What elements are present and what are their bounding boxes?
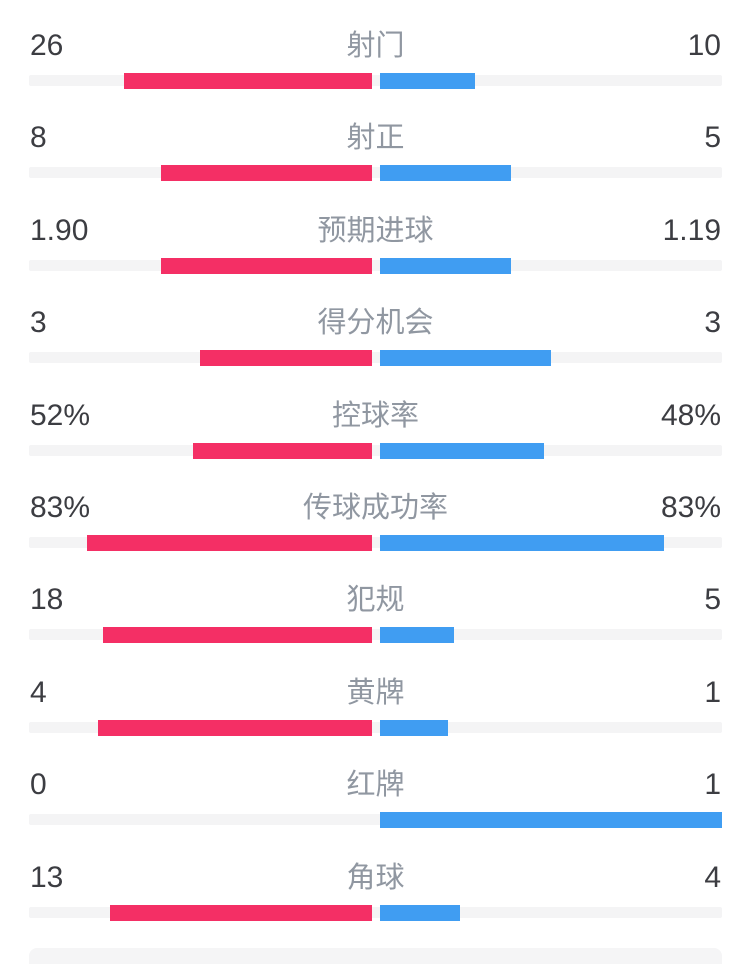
home-value: 13 [30, 860, 64, 894]
stat-row-fouls: 18 犯规 5 [29, 556, 722, 648]
stat-row-possession: 52% 控球率 48% [29, 372, 722, 464]
bar-track [29, 721, 722, 733]
bar-track [29, 167, 722, 179]
away-value: 1 [704, 768, 721, 802]
bar-track [29, 352, 722, 364]
home-bar [87, 534, 372, 551]
home-bar [160, 257, 372, 274]
stat-labels: 52% 控球率 48% [29, 398, 722, 434]
stat-label: 角球 [346, 861, 405, 894]
stat-label: 射正 [346, 122, 405, 155]
away-bar [379, 719, 448, 736]
stat-bars [29, 812, 722, 829]
stat-label: 得分机会 [317, 307, 434, 340]
home-value: 1.90 [30, 213, 89, 247]
stat-bars [29, 719, 722, 736]
home-value: 52% [30, 398, 91, 432]
home-bar [97, 719, 372, 736]
home-bar [124, 73, 372, 89]
away-value: 5 [704, 583, 721, 617]
stat-row-pass-accuracy: 83% 传球成功率 83% [29, 464, 722, 556]
away-bar [379, 73, 475, 89]
bar-track [29, 444, 722, 456]
stat-label: 黄牌 [346, 676, 405, 709]
bar-track [29, 536, 722, 548]
stat-label: 射门 [346, 30, 405, 62]
match-stats-panel: 26 射门 10 8 射正 5 1.90 预期进球 1.19 [29, 2, 722, 926]
home-bar [160, 165, 372, 182]
away-bar [379, 812, 722, 829]
home-bar [193, 442, 372, 459]
home-bar [109, 904, 372, 921]
stat-labels: 4 黄牌 1 [29, 675, 722, 711]
away-value: 1 [704, 675, 721, 709]
stat-label: 犯规 [346, 584, 405, 617]
stat-label: 红牌 [346, 769, 405, 802]
away-value: 4 [704, 860, 721, 894]
home-value: 0 [30, 768, 47, 802]
away-bar [379, 904, 461, 921]
stat-label: 预期进球 [317, 214, 434, 247]
stat-label: 传球成功率 [302, 491, 449, 524]
home-value: 26 [30, 29, 64, 62]
home-value: 18 [30, 583, 64, 617]
away-bar [379, 534, 664, 551]
away-bar [379, 165, 512, 182]
stat-labels: 26 射门 10 [29, 28, 722, 64]
stat-labels: 83% 传球成功率 83% [29, 490, 722, 526]
stat-bars [29, 165, 722, 182]
stat-row-corners: 13 角球 4 [29, 834, 722, 926]
stat-row-expected-goals: 1.90 预期进球 1.19 [29, 187, 722, 279]
stat-labels: 1.90 预期进球 1.19 [29, 213, 722, 249]
home-bar [103, 627, 372, 644]
stat-bars [29, 257, 722, 274]
away-bar [379, 350, 551, 367]
next-section-top-edge [29, 948, 722, 964]
away-bar [379, 442, 544, 459]
stat-bars [29, 534, 722, 551]
stat-labels: 0 红牌 1 [29, 767, 722, 803]
away-value: 3 [704, 306, 721, 340]
bar-track [29, 259, 722, 271]
away-value: 5 [704, 121, 721, 155]
away-value: 10 [687, 29, 721, 62]
stat-row-shots-on-target: 8 射正 5 [29, 94, 722, 186]
bar-track [29, 629, 722, 641]
bar-track [29, 75, 722, 86]
away-bar [379, 257, 512, 274]
away-bar [379, 627, 454, 644]
away-value: 1.19 [662, 213, 721, 247]
stat-label: 控球率 [331, 399, 420, 432]
stat-labels: 8 射正 5 [29, 120, 722, 156]
stat-row-red-cards: 0 红牌 1 [29, 741, 722, 833]
stat-row-big-chances: 3 得分机会 3 [29, 279, 722, 371]
stat-labels: 18 犯规 5 [29, 582, 722, 618]
stat-bars [29, 73, 722, 89]
home-value: 3 [30, 306, 47, 340]
stat-bars [29, 442, 722, 459]
bar-track [29, 906, 722, 918]
stat-bars [29, 904, 722, 921]
stat-bars [29, 350, 722, 367]
home-value: 83% [30, 490, 91, 524]
stat-bars [29, 627, 722, 644]
away-value: 48% [660, 398, 721, 432]
stat-row-shots: 26 射门 10 [29, 2, 722, 94]
away-value: 83% [660, 490, 721, 524]
home-value: 8 [30, 121, 47, 155]
stat-labels: 3 得分机会 3 [29, 305, 722, 341]
bar-track [29, 814, 722, 826]
stat-labels: 13 角球 4 [29, 860, 722, 896]
stat-row-yellow-cards: 4 黄牌 1 [29, 649, 722, 741]
home-value: 4 [30, 675, 47, 709]
home-bar [200, 350, 372, 367]
